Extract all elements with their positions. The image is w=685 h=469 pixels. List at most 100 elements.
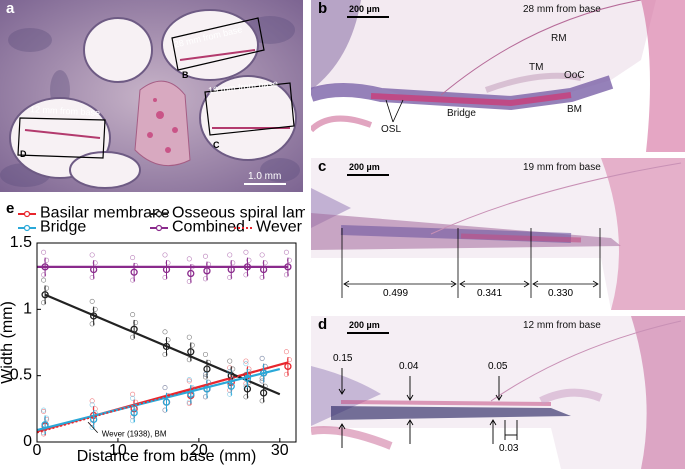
point-osl: [203, 365, 211, 373]
sample-point-osl: [259, 398, 265, 404]
sample-point-combined: [130, 255, 136, 261]
measure-d-003: 0.03: [499, 443, 519, 454]
legend-label-basilar: Basilar membrane: [40, 205, 170, 222]
measure-d-015: 0.15: [333, 353, 353, 364]
panel-d-tissue-image: [311, 316, 685, 469]
plot-frame: [36, 242, 297, 443]
sample-point-bridge: [227, 391, 233, 397]
x-tick-label: 0: [33, 442, 42, 459]
label-tm: TM: [529, 62, 544, 73]
panel-d-label: d: [318, 316, 328, 333]
y-tick-label: 0: [23, 433, 32, 450]
point-bridge: [41, 421, 49, 429]
sample-point-combined: [186, 256, 192, 262]
panel-c-scale-bar-label: 200 µm: [349, 162, 380, 172]
legend-label-bridge: Bridge: [40, 219, 86, 236]
measure-osl-c: 0.499: [383, 288, 409, 299]
point-bridge: [243, 374, 252, 382]
panel-b-micrograph: b 200 µm 28 mm from base RM TM OoC BM OS…: [311, 0, 685, 152]
point-combined: [41, 263, 49, 271]
sample-point-combined: [202, 253, 208, 259]
sample-point-bridge: [41, 407, 47, 413]
legend-label-combined: Combined: [172, 219, 245, 236]
sample-point-bridge: [89, 402, 95, 408]
x-tick-label: 30: [271, 442, 289, 459]
legend-marker-bridge: [23, 224, 31, 232]
sample-point-basilar: [89, 420, 95, 426]
measure-bm-c: 0.330: [548, 288, 574, 299]
sample-point-osl: [44, 285, 50, 291]
panel-c-micrograph: c 200 µm 19 mm from base 0.499 0.341 0.3…: [311, 158, 685, 310]
panel-a-scale-bar-line: [244, 183, 286, 185]
legend-label-osl: Osseous spiral lamina: [172, 205, 305, 222]
sample-point-bridge: [243, 361, 249, 367]
sample-point-combined: [162, 274, 168, 280]
point-bridge: [90, 415, 98, 424]
point-osl: [259, 389, 268, 397]
sample-point-basilar: [186, 378, 192, 384]
point-combined: [243, 263, 252, 271]
point-combined: [162, 265, 171, 274]
label-rm: RM: [551, 33, 567, 44]
sample-point-osl: [246, 379, 252, 385]
sample-point-bridge: [205, 379, 211, 385]
sample-point-bridge: [186, 399, 192, 405]
sample-point-bridge: [41, 430, 47, 436]
sample-point-bridge: [202, 371, 208, 377]
sample-point-combined: [165, 260, 171, 266]
sample-point-combined: [227, 274, 233, 280]
panel-b-pointer-lines: [385, 99, 404, 123]
point-combined: [130, 268, 138, 276]
sample-point-basilar: [41, 408, 47, 414]
panel-a-micrograph: a 28 mm from base B 19 mm from base C 12…: [0, 0, 303, 192]
sample-point-bridge: [130, 395, 136, 401]
fit-line-wever: [36, 361, 289, 434]
panel-b-title: 28 mm from base: [523, 4, 601, 15]
cochlea-overview-image: [0, 0, 303, 192]
sample-point-combined: [283, 272, 289, 278]
panel-d-title: 12 mm from base: [523, 320, 601, 331]
panel-e-chart: e Basilar membrane Bridge Osseous spiral l…: [0, 198, 305, 469]
legend-label-wever: Wever (1938): [256, 219, 305, 236]
sample-point-osl: [186, 334, 192, 340]
sample-point-basilar: [186, 401, 192, 407]
sample-point-osl: [41, 300, 47, 306]
panel-a-label: a: [6, 0, 15, 17]
sample-point-basilar: [41, 431, 47, 437]
sample-point-bridge: [259, 355, 265, 361]
point-osl: [90, 312, 98, 320]
sample-point-osl: [130, 334, 136, 340]
sample-point-combined: [41, 272, 47, 278]
sample-point-osl: [162, 329, 168, 335]
sample-point-osl: [230, 366, 236, 372]
point-bridge: [227, 382, 235, 390]
sample-point-combined: [89, 274, 95, 280]
panel-b-tissue-image: [311, 0, 685, 152]
sample-point-bridge: [259, 378, 265, 384]
sample-point-osl: [205, 359, 211, 365]
point-combined: [90, 265, 98, 274]
sample-point-osl: [92, 306, 98, 312]
point-bridge: [162, 398, 171, 406]
sample-point-combined: [227, 252, 233, 258]
sample-point-basilar: [243, 358, 249, 364]
sample-point-bridge: [230, 377, 236, 383]
sample-point-osl: [227, 358, 233, 364]
sample-point-osl: [165, 337, 171, 343]
point-combined: [227, 265, 235, 274]
sample-point-osl: [89, 298, 95, 304]
sample-point-osl: [243, 394, 249, 400]
sample-point-basilar: [246, 366, 252, 372]
sample-point-basilar: [130, 391, 136, 397]
sample-point-basilar: [286, 357, 292, 363]
sample-point-basilar: [130, 414, 136, 420]
sample-point-osl: [130, 312, 136, 318]
box-b-letter: B: [182, 70, 189, 80]
point-bridge: [259, 369, 268, 377]
point-osl: [130, 325, 138, 333]
panel-b-scale-bar-line: [347, 16, 389, 18]
sample-point-bridge: [227, 369, 233, 375]
sample-point-combined: [243, 272, 249, 278]
sample-point-combined: [286, 257, 292, 263]
